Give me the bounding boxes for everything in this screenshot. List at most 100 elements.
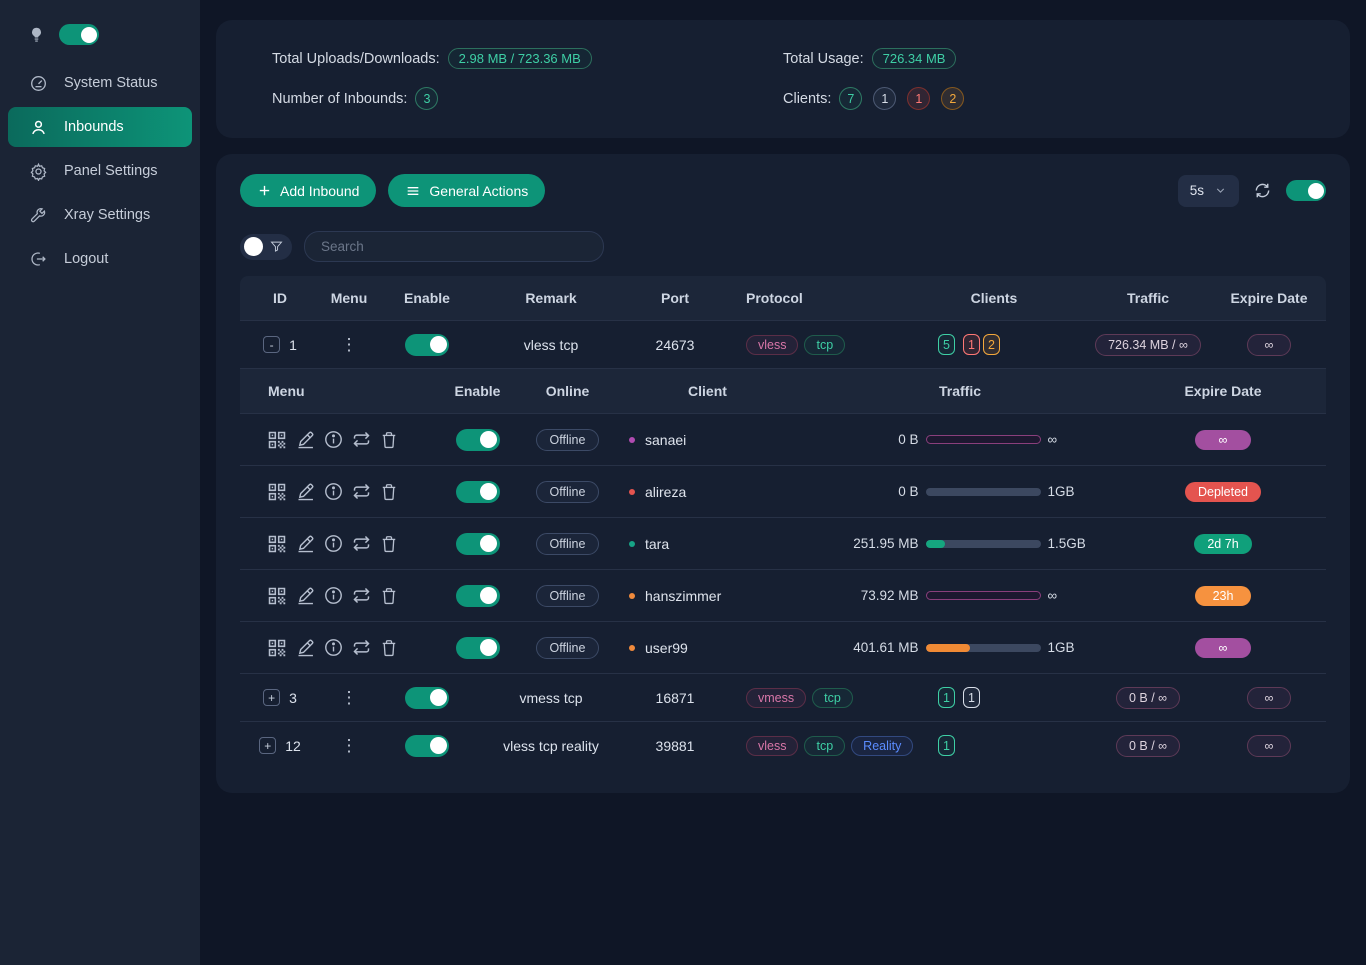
inbound-port: 24673 <box>655 336 695 353</box>
delete-icon[interactable] <box>379 534 399 554</box>
row-menu-button[interactable]: ⋮ <box>340 735 358 755</box>
traffic-used: 251.95 MB <box>853 536 919 551</box>
client-menu <box>240 533 435 555</box>
edit-icon[interactable] <box>295 585 316 606</box>
theme-toggle[interactable] <box>59 24 99 45</box>
refresh-interval-select[interactable]: 5s <box>1177 174 1239 207</box>
add-inbound-button[interactable]: Add Inbound <box>240 174 377 207</box>
client-expire-badge: 23h <box>1195 585 1251 606</box>
sidebar-item-system-status[interactable]: System Status <box>8 63 192 103</box>
column-header: Menu <box>268 383 305 399</box>
inbound-expire-badge: ∞ <box>1246 686 1292 709</box>
protocol-tag: vless <box>746 735 799 756</box>
reset-traffic-icon[interactable] <box>351 533 372 554</box>
row-menu-button[interactable]: ⋮ <box>340 334 358 354</box>
client-enable-toggle[interactable] <box>455 636 500 659</box>
client-enable-toggle[interactable] <box>455 532 500 555</box>
traffic-used: 401.61 MB <box>853 640 919 655</box>
sidebar-item-xray-settings[interactable]: Xray Settings <box>8 195 192 235</box>
inbound-traffic-badge: 726.34 MB / ∞ <box>1095 333 1201 356</box>
online-status-badge: Offline <box>535 480 600 503</box>
column-header: Enable <box>454 383 501 399</box>
client-count-badge: 7 <box>839 87 863 110</box>
toolbar-right: 5s <box>1177 174 1326 207</box>
sidebar-item-label: Inbounds <box>64 119 124 135</box>
dashboard-icon <box>28 74 48 93</box>
search-input[interactable] <box>304 231 604 262</box>
expand-row-button[interactable]: + <box>259 737 277 754</box>
client-traffic: 0 B ∞ <box>800 432 1120 447</box>
sidebar: System Status Inbounds Panel Settings Xr… <box>0 0 200 965</box>
column-header: Remark <box>525 290 577 306</box>
sidebar-item-label: System Status <box>64 75 158 91</box>
table-header: ID Menu Enable Remark Port Protocol Clients Tra… <box>240 276 1326 320</box>
filter-toggle-knob[interactable] <box>244 237 263 256</box>
expand-row-button[interactable]: + <box>263 689 281 706</box>
client-enable-toggle[interactable] <box>455 428 500 451</box>
delete-icon[interactable] <box>379 638 399 658</box>
general-actions-button[interactable]: General Actions <box>388 174 546 207</box>
client-traffic: 0 B 1GB <box>800 484 1120 499</box>
client-count: 1 <box>938 735 955 756</box>
search-row <box>240 231 1326 262</box>
row-menu-button[interactable]: ⋮ <box>340 687 358 707</box>
client-traffic: 251.95 MB 1.5GB <box>800 536 1120 551</box>
qrcode-icon[interactable] <box>266 637 288 659</box>
inbound-enable-toggle[interactable] <box>405 686 449 709</box>
reset-traffic-icon[interactable] <box>351 637 372 658</box>
inbound-expire-badge: ∞ <box>1246 734 1292 757</box>
client-enable-toggle[interactable] <box>455 584 500 607</box>
info-icon[interactable] <box>323 637 344 658</box>
sidebar-item-panel-settings[interactable]: Panel Settings <box>8 151 192 191</box>
toolbar: Add Inbound General Actions 5s <box>240 174 1326 207</box>
info-icon[interactable] <box>323 429 344 450</box>
inbound-enable-toggle[interactable] <box>405 734 449 757</box>
reset-traffic-icon[interactable] <box>351 429 372 450</box>
filter-pill[interactable] <box>240 233 292 260</box>
edit-icon[interactable] <box>295 533 316 554</box>
delete-icon[interactable] <box>379 586 399 606</box>
info-icon[interactable] <box>323 481 344 502</box>
qrcode-icon[interactable] <box>266 585 288 607</box>
edit-icon[interactable] <box>295 637 316 658</box>
collapse-row-button[interactable]: - <box>263 336 281 353</box>
reset-traffic-icon[interactable] <box>351 481 372 502</box>
client-enable-toggle[interactable] <box>455 480 500 503</box>
protocol-tags: vmess tcp <box>724 687 904 708</box>
client-name: sanaei <box>645 431 687 448</box>
client-count-badge: 2 <box>941 87 965 110</box>
traffic-limit: ∞ <box>1047 588 1058 603</box>
client-row: Offline tara 251.95 MB 1.5GB 2d 7h <box>240 517 1326 569</box>
plus-icon <box>257 183 272 198</box>
refresh-icon[interactable] <box>1253 181 1272 200</box>
inbound-id: 1 <box>289 336 297 353</box>
info-icon[interactable] <box>323 585 344 606</box>
client-expire-badge: ∞ <box>1195 429 1251 450</box>
reset-traffic-icon[interactable] <box>351 585 372 606</box>
delete-icon[interactable] <box>379 430 399 450</box>
delete-icon[interactable] <box>379 482 399 502</box>
auto-refresh-toggle[interactable] <box>1286 180 1326 201</box>
uploads-label: Total Uploads/Downloads: <box>272 50 440 67</box>
client-count: 5 <box>938 334 955 355</box>
qrcode-icon[interactable] <box>266 429 288 451</box>
info-icon[interactable] <box>323 533 344 554</box>
traffic-limit: ∞ <box>1047 432 1058 447</box>
edit-icon[interactable] <box>295 429 316 450</box>
client-name: tara <box>645 535 670 552</box>
inbound-expire-badge: ∞ <box>1246 333 1292 356</box>
sidebar-item-inbounds[interactable]: Inbounds <box>8 107 192 147</box>
edit-icon[interactable] <box>295 481 316 502</box>
traffic-limit: 1GB <box>1047 484 1075 499</box>
protocol-tag: vmess <box>746 687 807 708</box>
inbound-id: 3 <box>289 689 297 706</box>
inbound-enable-toggle[interactable] <box>405 333 449 356</box>
qrcode-icon[interactable] <box>266 481 288 503</box>
sidebar-item-logout[interactable]: Logout <box>8 239 192 279</box>
usage-label: Total Usage: <box>783 50 864 67</box>
qrcode-icon[interactable] <box>266 533 288 555</box>
